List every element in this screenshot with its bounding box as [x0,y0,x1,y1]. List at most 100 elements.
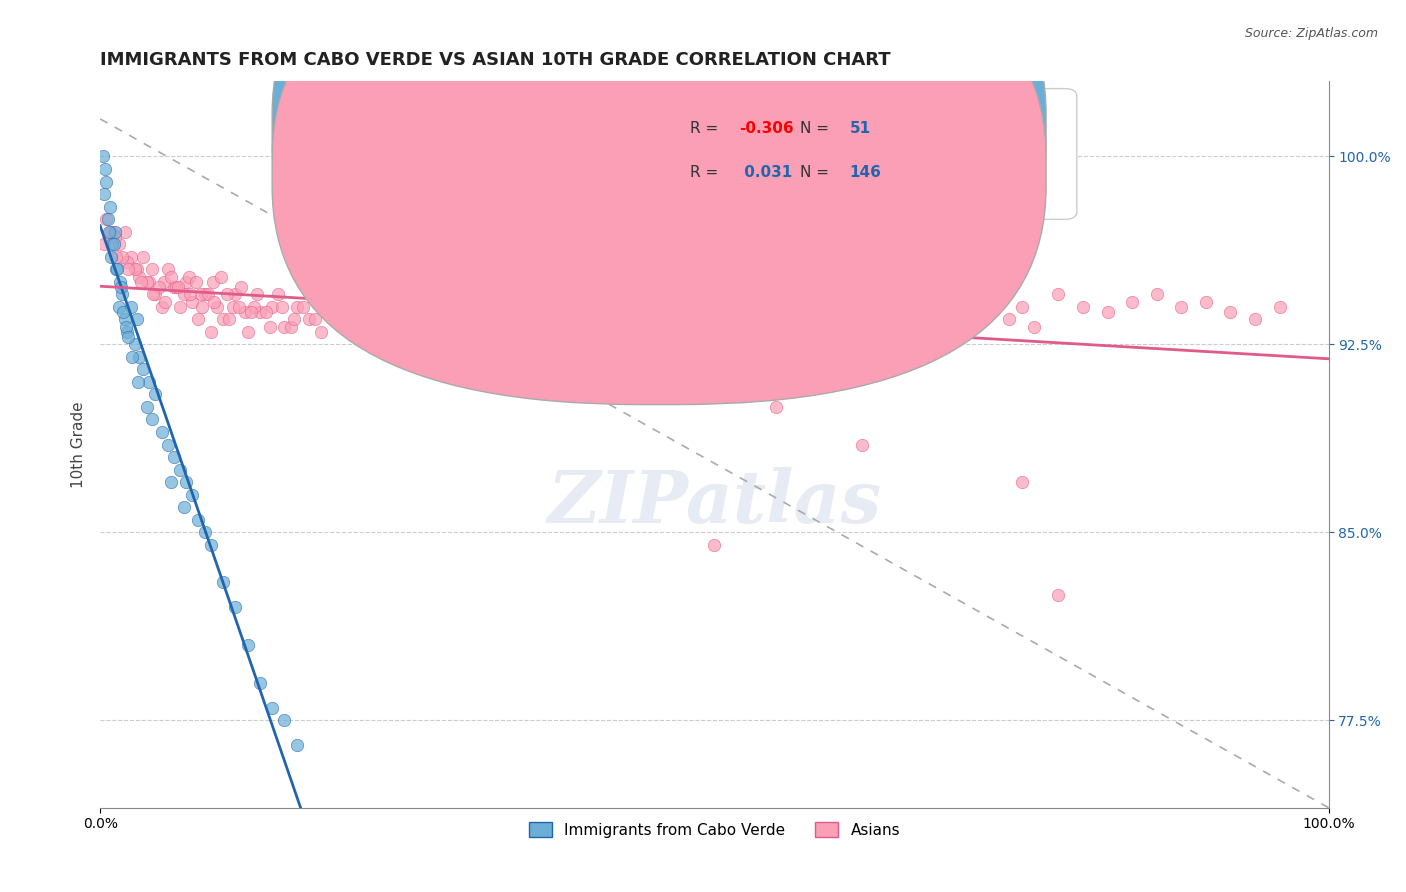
Point [117,262,139,277]
Point [408,294,430,309]
Point [127,375,149,389]
Point [193,525,215,540]
Point [110,279,132,293]
Point [1146,287,1168,301]
Point [285,300,308,314]
Text: 146: 146 [849,165,882,179]
Point [96,212,118,227]
Point [304,312,326,326]
Point [215,287,238,301]
Point [187,513,209,527]
Point [105,262,128,277]
Point [359,287,381,301]
Point [457,319,479,334]
Point [224,600,246,615]
Point [280,319,302,334]
Point [654,312,676,326]
Point [132,362,155,376]
Point [156,262,179,277]
Point [998,312,1021,326]
Point [765,312,787,326]
Point [291,300,314,314]
Point [94,161,117,176]
Point [273,319,295,334]
Point [283,312,305,326]
Point [555,300,578,314]
Point [107,237,129,252]
Text: R =: R = [690,121,723,136]
Point [433,325,456,339]
Point [200,325,222,339]
Point [801,305,824,319]
Point [96,212,118,227]
Point [309,325,332,339]
Point [1047,287,1070,301]
Point [145,387,167,401]
Point [273,713,295,727]
Point [240,305,263,319]
Legend: Immigrants from Cabo Verde, Asians: Immigrants from Cabo Verde, Asians [523,815,907,844]
Text: 51: 51 [849,121,870,136]
Point [191,300,214,314]
Point [630,325,652,339]
Point [1071,300,1094,314]
Point [329,305,352,319]
Point [233,305,256,319]
Point [96,175,118,189]
Point [100,250,122,264]
Point [101,237,124,252]
Point [249,305,271,319]
Point [132,250,155,264]
Point [145,287,167,301]
Point [228,300,250,314]
Point [155,294,177,309]
Point [173,500,195,515]
Point [104,229,127,244]
Point [568,312,591,326]
Point [169,462,191,476]
Point [120,300,142,314]
Point [851,319,873,334]
Point [181,294,204,309]
Point [1121,294,1143,309]
Point [703,305,725,319]
Point [259,319,281,334]
Y-axis label: 10th Grade: 10th Grade [72,401,86,488]
Point [105,262,128,277]
Point [973,300,995,314]
Point [115,319,138,334]
Point [495,300,517,314]
Point [353,312,375,326]
Point [249,675,271,690]
Point [93,237,115,252]
Point [105,250,128,264]
Point [851,437,873,451]
Point [124,262,146,277]
Point [153,275,176,289]
Point [107,300,129,314]
Point [531,319,554,334]
Point [165,279,187,293]
Point [173,287,195,301]
Point [1195,294,1218,309]
Point [242,300,264,314]
Text: R =: R = [690,165,723,179]
Point [150,425,173,439]
Point [581,305,603,319]
Text: N =: N = [800,121,834,136]
Point [285,738,308,752]
Point [690,300,713,314]
Point [101,225,124,239]
Point [128,350,150,364]
Point [752,312,775,326]
Point [148,279,170,293]
Point [209,269,232,284]
Point [236,638,259,652]
Point [322,294,344,309]
Point [298,312,321,326]
Point [765,400,787,414]
Text: ZIPatlas: ZIPatlas [547,467,882,538]
Point [97,225,120,239]
Point [592,305,614,319]
Point [111,250,134,264]
